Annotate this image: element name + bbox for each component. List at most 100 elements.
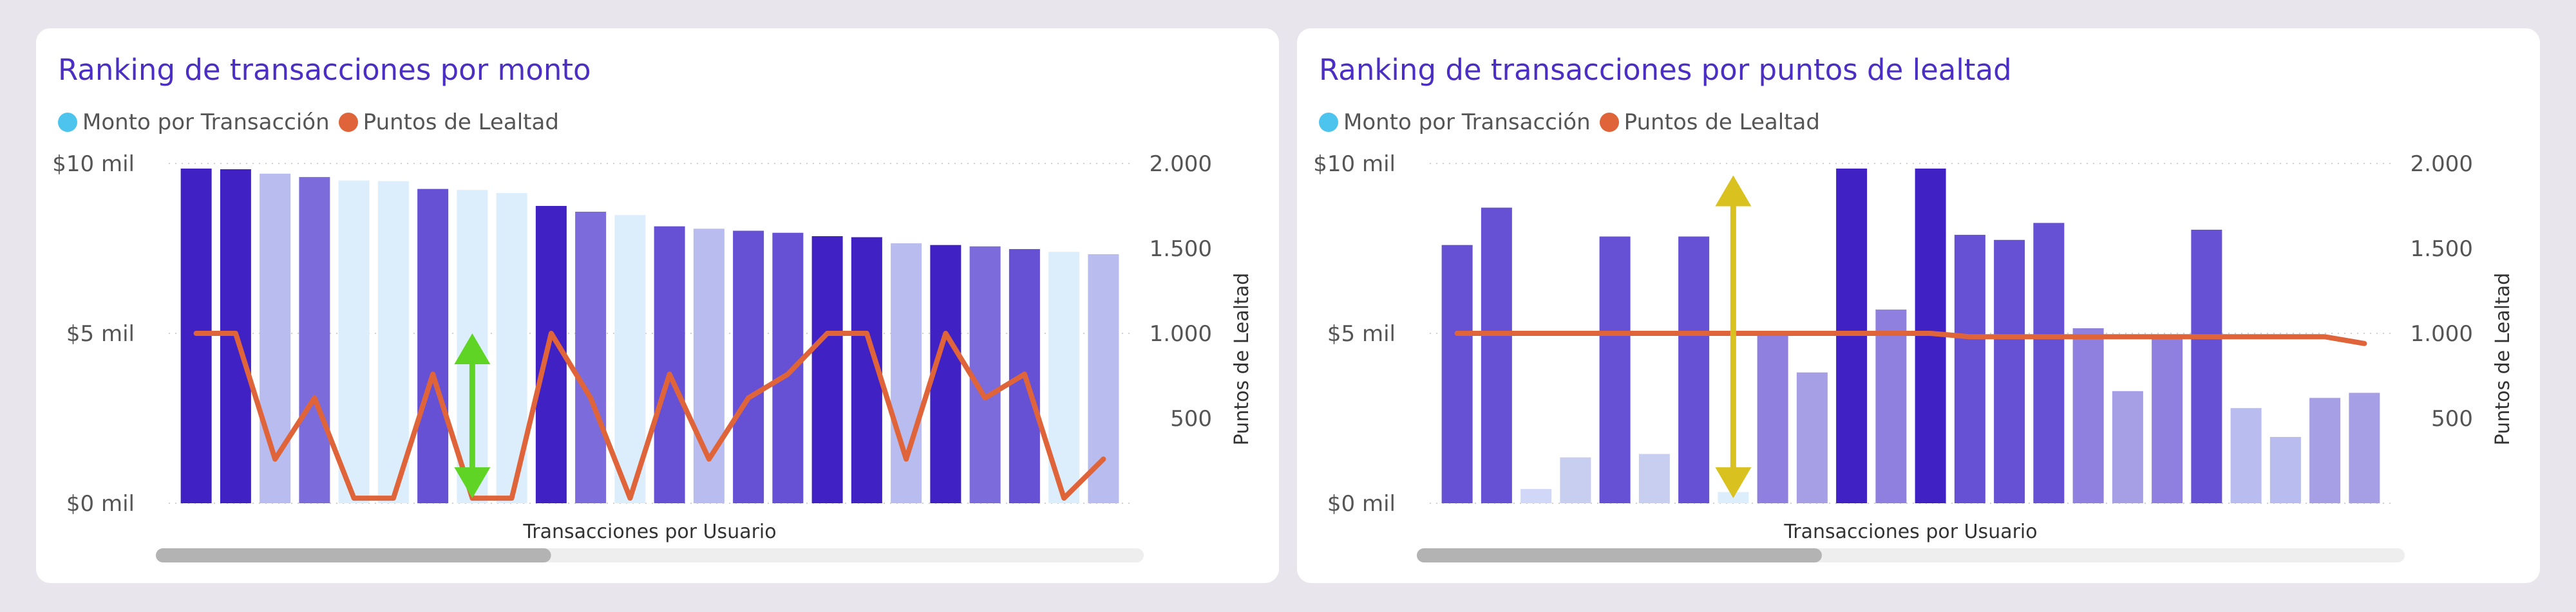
bar-monto-16 [2033,223,2065,503]
bar-monto-14 [693,228,724,503]
bar-monto-21 [969,246,1001,503]
y2-tick-label: 1.000 [1150,321,1212,347]
point-puntos-6 [392,497,395,500]
point-puntos-16 [2047,335,2050,338]
point-puntos-1 [194,332,198,335]
bar-monto-12 [614,215,646,503]
point-puntos-10 [549,332,553,335]
point-puntos-5 [1613,332,1616,335]
point-puntos-6 [1653,332,1656,335]
y2-axis-title: Puntos de Lealtad [1231,273,1253,445]
point-puntos-4 [1574,332,1577,335]
y-tick-label: $10 mil [1313,151,1396,177]
point-puntos-20 [2205,335,2208,338]
bar-monto-6 [1638,454,1670,503]
y2-axis-title: Puntos de Lealtad [2492,273,2514,445]
point-puntos-3 [274,458,277,461]
bar-monto-10 [1796,372,1828,503]
bar-monto-21 [2230,408,2262,503]
combo-chart-lealtad: $0 mil $5 mil $10 mil 500 1.000 1.500 2.000 Pun… [1313,151,2514,562]
line-puntos-lealtad [193,331,1106,501]
bar-monto-17 [2072,328,2104,503]
point-puntos-12 [1889,332,1893,335]
chart-panel-lealtad: Ranking de transacciones por puntos de l… [1297,28,2540,583]
legend-item-puntos[interactable]: Puntos de Lealtad [1599,109,1820,135]
point-puntos-14 [1968,335,1971,338]
y2-tick-label: 500 [1170,406,1212,432]
point-puntos-15 [747,396,750,400]
y-tick-label: $0 mil [66,491,135,517]
bar-monto-2 [1481,207,1512,503]
bar-monto-24 [1088,254,1119,503]
legend-item-monto[interactable]: Monto por Transacción [1319,109,1591,135]
legend-dot-monto [1319,113,1338,132]
point-puntos-9 [510,497,513,500]
bar-monto-7 [1678,236,1710,503]
annotation-double-arrow [1715,175,1752,499]
point-puntos-11 [1850,332,1853,335]
point-puntos-22 [2284,335,2287,338]
x-axis-title: Transacciones por Usuario [522,521,776,543]
bar-monto-12 [1875,310,1907,503]
point-puntos-9 [1771,332,1774,335]
bar-monto-3 [1520,488,1552,503]
legend-label-puntos: Puntos de Lealtad [1624,109,1820,135]
bar-monto-11 [575,211,607,503]
point-puntos-24 [2363,342,2366,345]
bar-monto-4 [1560,457,1591,503]
point-puntos-21 [2244,335,2248,338]
bar-monto-24 [2349,393,2380,503]
scrollbar-thumb[interactable] [1417,548,1822,562]
bar-monto-4 [299,177,330,503]
point-puntos-2 [1495,332,1498,335]
point-puntos-13 [1929,332,1932,335]
point-puntos-7 [1692,332,1696,335]
point-puntos-17 [826,332,829,335]
point-puntos-12 [629,497,632,500]
annotation-double-arrow [454,333,491,499]
chart-legend: Monto por Transacción Puntos de Lealtad [58,109,568,135]
y2-tick-label: 1.500 [2410,236,2473,262]
bar-monto-9 [1757,333,1788,503]
arrow-head-down [454,467,491,499]
legend-label-monto: Monto por Transacción [1343,109,1591,135]
point-puntos-3 [1535,332,1538,335]
arrow-head-up [454,333,491,364]
legend-label-monto: Monto por Transacción [82,109,330,135]
point-puntos-7 [431,373,435,376]
point-puntos-14 [707,458,710,461]
bar-monto-1 [1441,245,1473,503]
chart-panel-monto: Ranking de transacciones por monto Monto… [36,28,1279,583]
bar-monto-6 [377,181,409,503]
bar-monto-17 [811,236,843,503]
combo-chart-monto: $0 mil $5 mil $10 mil 500 1.000 1.500 2.000 Pun… [52,151,1253,562]
point-puntos-18 [865,332,868,335]
bar-monto-18 [2112,391,2143,503]
bar-monto-5 [1599,236,1631,503]
point-puntos-21 [983,396,987,400]
bar-monto-13 [654,226,685,503]
legend-dot-monto [58,113,77,132]
point-puntos-1 [1455,332,1459,335]
chart-title: Ranking de transacciones por monto [58,53,591,87]
legend-label-puntos: Puntos de Lealtad [363,109,559,135]
point-puntos-18 [2126,335,2129,338]
point-puntos-11 [589,396,592,400]
legend-item-puntos[interactable]: Puntos de Lealtad [338,109,559,135]
y2-tick-label: 2.000 [2410,151,2473,177]
point-puntos-5 [352,497,355,500]
y2-tick-label: 1.500 [1150,236,1212,262]
point-puntos-20 [944,332,947,335]
legend-item-monto[interactable]: Monto por Transacción [58,109,330,135]
point-puntos-19 [2166,335,2169,338]
legend-dot-puntos [1599,113,1619,132]
y-tick-label: $0 mil [1327,491,1396,517]
y2-tick-label: 1.000 [2410,321,2473,347]
bar-monto-5 [338,180,370,503]
scrollbar-thumb[interactable] [156,548,551,562]
point-puntos-13 [668,373,671,376]
point-puntos-10 [1810,332,1814,335]
point-puntos-17 [2087,335,2090,338]
y2-tick-label: 500 [2431,406,2473,432]
bar-monto-15 [1994,239,2025,503]
